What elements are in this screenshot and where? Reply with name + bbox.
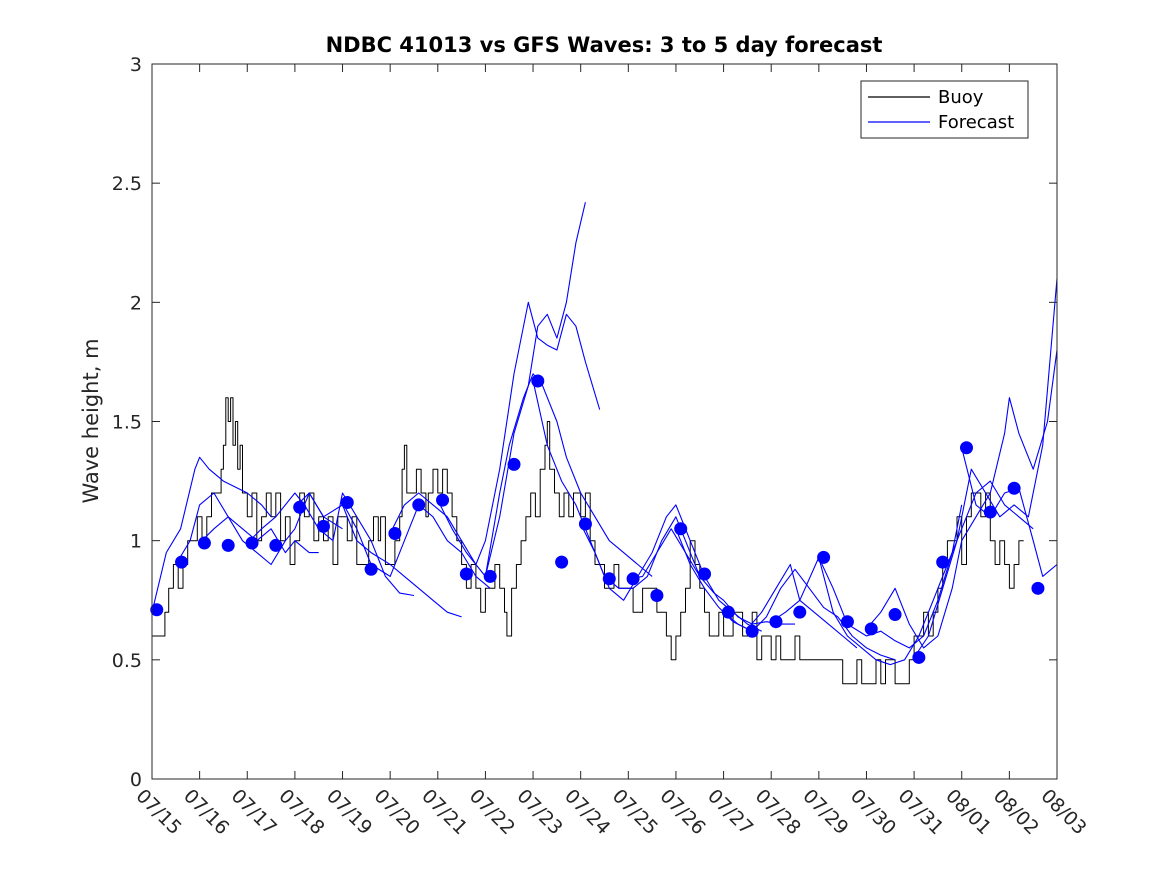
y-tick-label: 2 bbox=[130, 292, 142, 314]
x-tick-label: 07/26 bbox=[655, 785, 709, 839]
forecast-marker bbox=[531, 374, 545, 388]
y-tick-label: 0.5 bbox=[112, 650, 142, 672]
series-line-forecast-19 bbox=[961, 447, 1058, 577]
forecast-marker bbox=[175, 555, 189, 569]
y-axis: 0 0.5 1 1.5 2 2.5 3 bbox=[112, 54, 1057, 791]
x-axis: 07/1507/1607/1707/1807/1907/2007/2107/22… bbox=[131, 64, 1091, 839]
axes-box bbox=[151, 63, 1058, 780]
forecast-marker bbox=[626, 572, 640, 586]
x-tick-label: 07/18 bbox=[274, 785, 328, 839]
legend: Buoy Forecast bbox=[860, 80, 1029, 139]
forecast-marker bbox=[507, 457, 521, 471]
plot-area bbox=[151, 202, 1058, 685]
forecast-marker bbox=[245, 536, 259, 550]
forecast-marker bbox=[578, 517, 592, 531]
series-line-forecast-1 bbox=[151, 456, 272, 613]
x-tick-label: 08/03 bbox=[1036, 785, 1090, 839]
series-line-forecast-4 bbox=[246, 492, 415, 597]
series-line-forecast-10 bbox=[532, 380, 701, 589]
forecast-marker bbox=[983, 505, 997, 519]
x-tick-label: 07/19 bbox=[322, 785, 376, 839]
forecast-marker bbox=[817, 550, 831, 564]
forecast-marker bbox=[888, 608, 902, 622]
forecast-marker bbox=[960, 441, 973, 455]
forecast-marker bbox=[745, 624, 759, 638]
series-line-forecast-17 bbox=[866, 349, 1058, 649]
forecast-marker bbox=[650, 588, 664, 602]
y-tick-label: 3 bbox=[130, 54, 142, 76]
x-tick-label: 07/17 bbox=[227, 785, 281, 839]
forecast-marker bbox=[1031, 581, 1045, 595]
series-line-forecast-14 bbox=[723, 568, 896, 661]
series-line-forecast-16 bbox=[818, 480, 1034, 666]
series-line-forecast-5 bbox=[294, 492, 462, 618]
forecast-marker bbox=[436, 493, 450, 507]
forecast-marker bbox=[936, 555, 950, 569]
forecast-marker bbox=[602, 572, 616, 586]
y-tick-label: 0 bbox=[130, 769, 142, 791]
chart-title: NDBC 41013 vs GFS Waves: 3 to 5 day fore… bbox=[326, 33, 883, 57]
forecast-marker bbox=[793, 605, 807, 619]
forecast-marker bbox=[674, 522, 688, 536]
x-tick-label: 07/30 bbox=[846, 785, 900, 839]
x-tick-label: 07/16 bbox=[179, 785, 233, 839]
x-tick-label: 08/02 bbox=[989, 785, 1043, 839]
forecast-marker bbox=[150, 603, 164, 617]
x-tick-label: 08/01 bbox=[941, 785, 995, 839]
x-tick-label: 07/25 bbox=[608, 785, 662, 839]
legend-box bbox=[860, 80, 1029, 139]
forecast-marker bbox=[769, 615, 783, 629]
legend-label-buoy: Buoy bbox=[938, 87, 984, 108]
x-tick-label: 07/22 bbox=[465, 785, 519, 839]
forecast-marker bbox=[197, 536, 211, 550]
series-line-forecast-12 bbox=[628, 528, 795, 625]
forecast-marker bbox=[698, 567, 712, 581]
x-tick-label: 07/23 bbox=[513, 785, 567, 839]
x-tick-label: 07/20 bbox=[370, 785, 424, 839]
forecast-marker bbox=[293, 500, 307, 514]
forecast-marker bbox=[721, 605, 735, 619]
forecast-marker bbox=[840, 615, 854, 629]
x-tick-label: 07/31 bbox=[894, 785, 948, 839]
x-tick-label: 07/21 bbox=[417, 785, 471, 839]
y-tick-label: 1.5 bbox=[112, 412, 142, 434]
marker-layer bbox=[150, 374, 1045, 664]
x-tick-label: 07/24 bbox=[560, 785, 614, 839]
forecast-marker bbox=[412, 498, 426, 512]
forecast-marker bbox=[269, 538, 283, 552]
series-line-forecast-9 bbox=[484, 373, 653, 577]
y-axis-label: Wave height, m bbox=[79, 338, 103, 503]
x-tick-label: 07/29 bbox=[798, 785, 852, 839]
y-tick-label: 2.5 bbox=[112, 173, 142, 195]
forecast-marker bbox=[555, 555, 569, 569]
forecast-marker bbox=[221, 538, 235, 552]
x-tick-label: 07/27 bbox=[703, 785, 757, 839]
forecast-marker bbox=[912, 650, 926, 664]
series-line-buoy bbox=[152, 397, 1024, 685]
legend-label-forecast: Forecast bbox=[938, 112, 1014, 133]
forecast-marker bbox=[316, 519, 330, 533]
forecast-marker bbox=[864, 622, 878, 636]
x-tick-label: 07/28 bbox=[751, 785, 805, 839]
series-line-forecast-2 bbox=[175, 492, 319, 565]
forecast-marker bbox=[364, 562, 378, 576]
forecast-marker bbox=[483, 569, 497, 583]
forecast-marker bbox=[340, 496, 354, 510]
x-tick-label: 07/15 bbox=[131, 785, 185, 839]
series-line-forecast-13 bbox=[675, 528, 858, 649]
forecast-marker bbox=[1007, 481, 1021, 495]
forecast-marker bbox=[459, 567, 473, 581]
forecast-marker bbox=[388, 527, 402, 541]
series-line-forecast-18 bbox=[913, 278, 1058, 658]
series-line-forecast-7 bbox=[389, 301, 601, 566]
y-tick-label: 1 bbox=[130, 531, 142, 553]
